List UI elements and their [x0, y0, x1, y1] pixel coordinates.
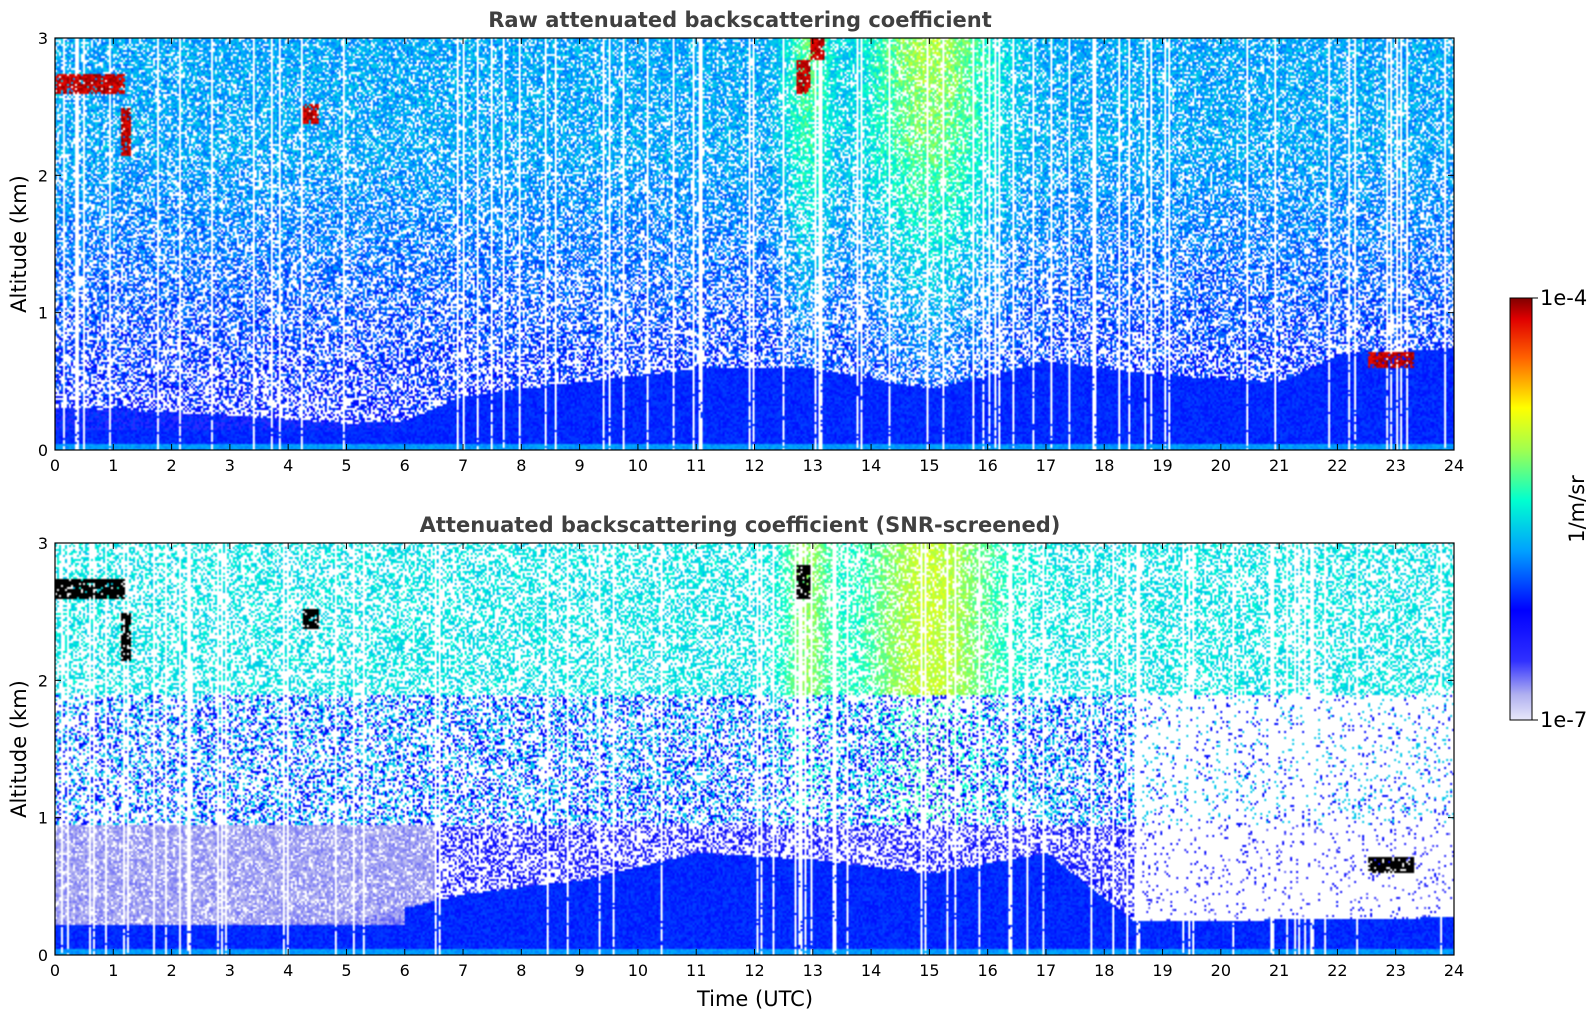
x-tick-label: 14 [861, 961, 881, 980]
x-tick-label: 23 [1386, 456, 1406, 475]
x-tick-label: 8 [516, 961, 526, 980]
colorbar-unit-label: 1/m/sr [1565, 475, 1589, 543]
x-tick-label: 9 [575, 456, 585, 475]
x-tick-label: 2 [166, 456, 176, 475]
x-tick-label: 24 [1444, 456, 1464, 475]
x-tick-label: 11 [686, 456, 706, 475]
x-tick-label: 15 [919, 456, 939, 475]
panel-raw-ticks: 0 1 2 3 4 5 6 7 8 9 10 11 12 13 14 15 16 17 18 19 20 21 22 23 24… [38, 29, 1464, 475]
panel-screened-heatmap [55, 543, 1454, 955]
x-tick-label: 2 [166, 961, 176, 980]
panel-screened: Attenuated backscattering coefficient (S… [7, 513, 1464, 1011]
x-tick-label: 3 [225, 456, 235, 475]
colorbar-gradient [1509, 297, 1533, 721]
x-tick-label: 9 [575, 961, 585, 980]
x-tick-label: 21 [1269, 961, 1289, 980]
x-tick-label: 15 [919, 961, 939, 980]
x-tick-label: 24 [1444, 961, 1464, 980]
y-tick-label: 0 [38, 441, 48, 460]
x-tick-label: 13 [803, 961, 823, 980]
x-tick-label: 4 [283, 961, 293, 980]
panel-raw-heatmap [55, 38, 1454, 450]
x-tick-label: 8 [516, 456, 526, 475]
x-tick-label: 1 [108, 961, 118, 980]
x-tick-label: 19 [1152, 456, 1172, 475]
colorbar-min-label: 1e-7 [1540, 708, 1587, 732]
x-tick-label: 22 [1327, 456, 1347, 475]
y-tick-label: 0 [38, 946, 48, 965]
x-tick-label: 21 [1269, 456, 1289, 475]
x-tick-label: 6 [400, 456, 410, 475]
panel-raw-ylabel: Altitude (km) [7, 175, 31, 313]
x-tick-label: 23 [1386, 961, 1406, 980]
x-tick-label: 18 [1094, 961, 1114, 980]
x-tick-label: 0 [50, 456, 60, 475]
y-tick-label: 2 [38, 166, 48, 185]
colorbar-max-label: 1e-4 [1540, 286, 1587, 310]
x-tick-label: 7 [458, 961, 468, 980]
x-tick-label: 5 [341, 961, 351, 980]
x-tick-label: 3 [225, 961, 235, 980]
x-tick-label: 11 [686, 961, 706, 980]
x-tick-label: 17 [1036, 456, 1056, 475]
x-tick-label: 20 [1211, 456, 1231, 475]
colorbar: 1e-4 1e-7 1/m/sr [1509, 286, 1589, 732]
x-tick-label: 12 [744, 456, 764, 475]
panel-raw: Raw attenuated backscattering coefficien… [7, 8, 1464, 475]
x-tick-label: 18 [1094, 456, 1114, 475]
x-tick-label: 16 [977, 961, 997, 980]
x-tick-label: 4 [283, 456, 293, 475]
x-tick-label: 13 [803, 456, 823, 475]
x-tick-label: 7 [458, 456, 468, 475]
x-tick-label: 0 [50, 961, 60, 980]
panel-raw-title: Raw attenuated backscattering coefficien… [488, 8, 992, 32]
x-tick-label: 1 [108, 456, 118, 475]
y-tick-label: 2 [38, 671, 48, 690]
y-tick-label: 3 [38, 534, 48, 553]
x-tick-label: 19 [1152, 961, 1172, 980]
x-tick-label: 12 [744, 961, 764, 980]
x-tick-label: 10 [628, 456, 648, 475]
y-tick-label: 1 [38, 304, 48, 323]
x-tick-label: 14 [861, 456, 881, 475]
x-axis-label: Time (UTC) [696, 987, 813, 1011]
panel-screened-title: Attenuated backscattering coefficient (S… [420, 513, 1061, 537]
panel-screened-ylabel: Altitude (km) [7, 680, 31, 818]
x-tick-label: 5 [341, 456, 351, 475]
x-tick-label: 16 [977, 456, 997, 475]
y-tick-label: 1 [38, 809, 48, 828]
x-tick-label: 20 [1211, 961, 1231, 980]
panel-screened-ticks: 0 1 2 3 4 5 6 7 8 9 10 11 12 13 14 15 16 17 18 19 20 21 22 23 24… [38, 534, 1464, 980]
x-tick-label: 6 [400, 961, 410, 980]
x-tick-label: 10 [628, 961, 648, 980]
x-tick-label: 22 [1327, 961, 1347, 980]
x-tick-label: 17 [1036, 961, 1056, 980]
y-tick-label: 3 [38, 29, 48, 48]
